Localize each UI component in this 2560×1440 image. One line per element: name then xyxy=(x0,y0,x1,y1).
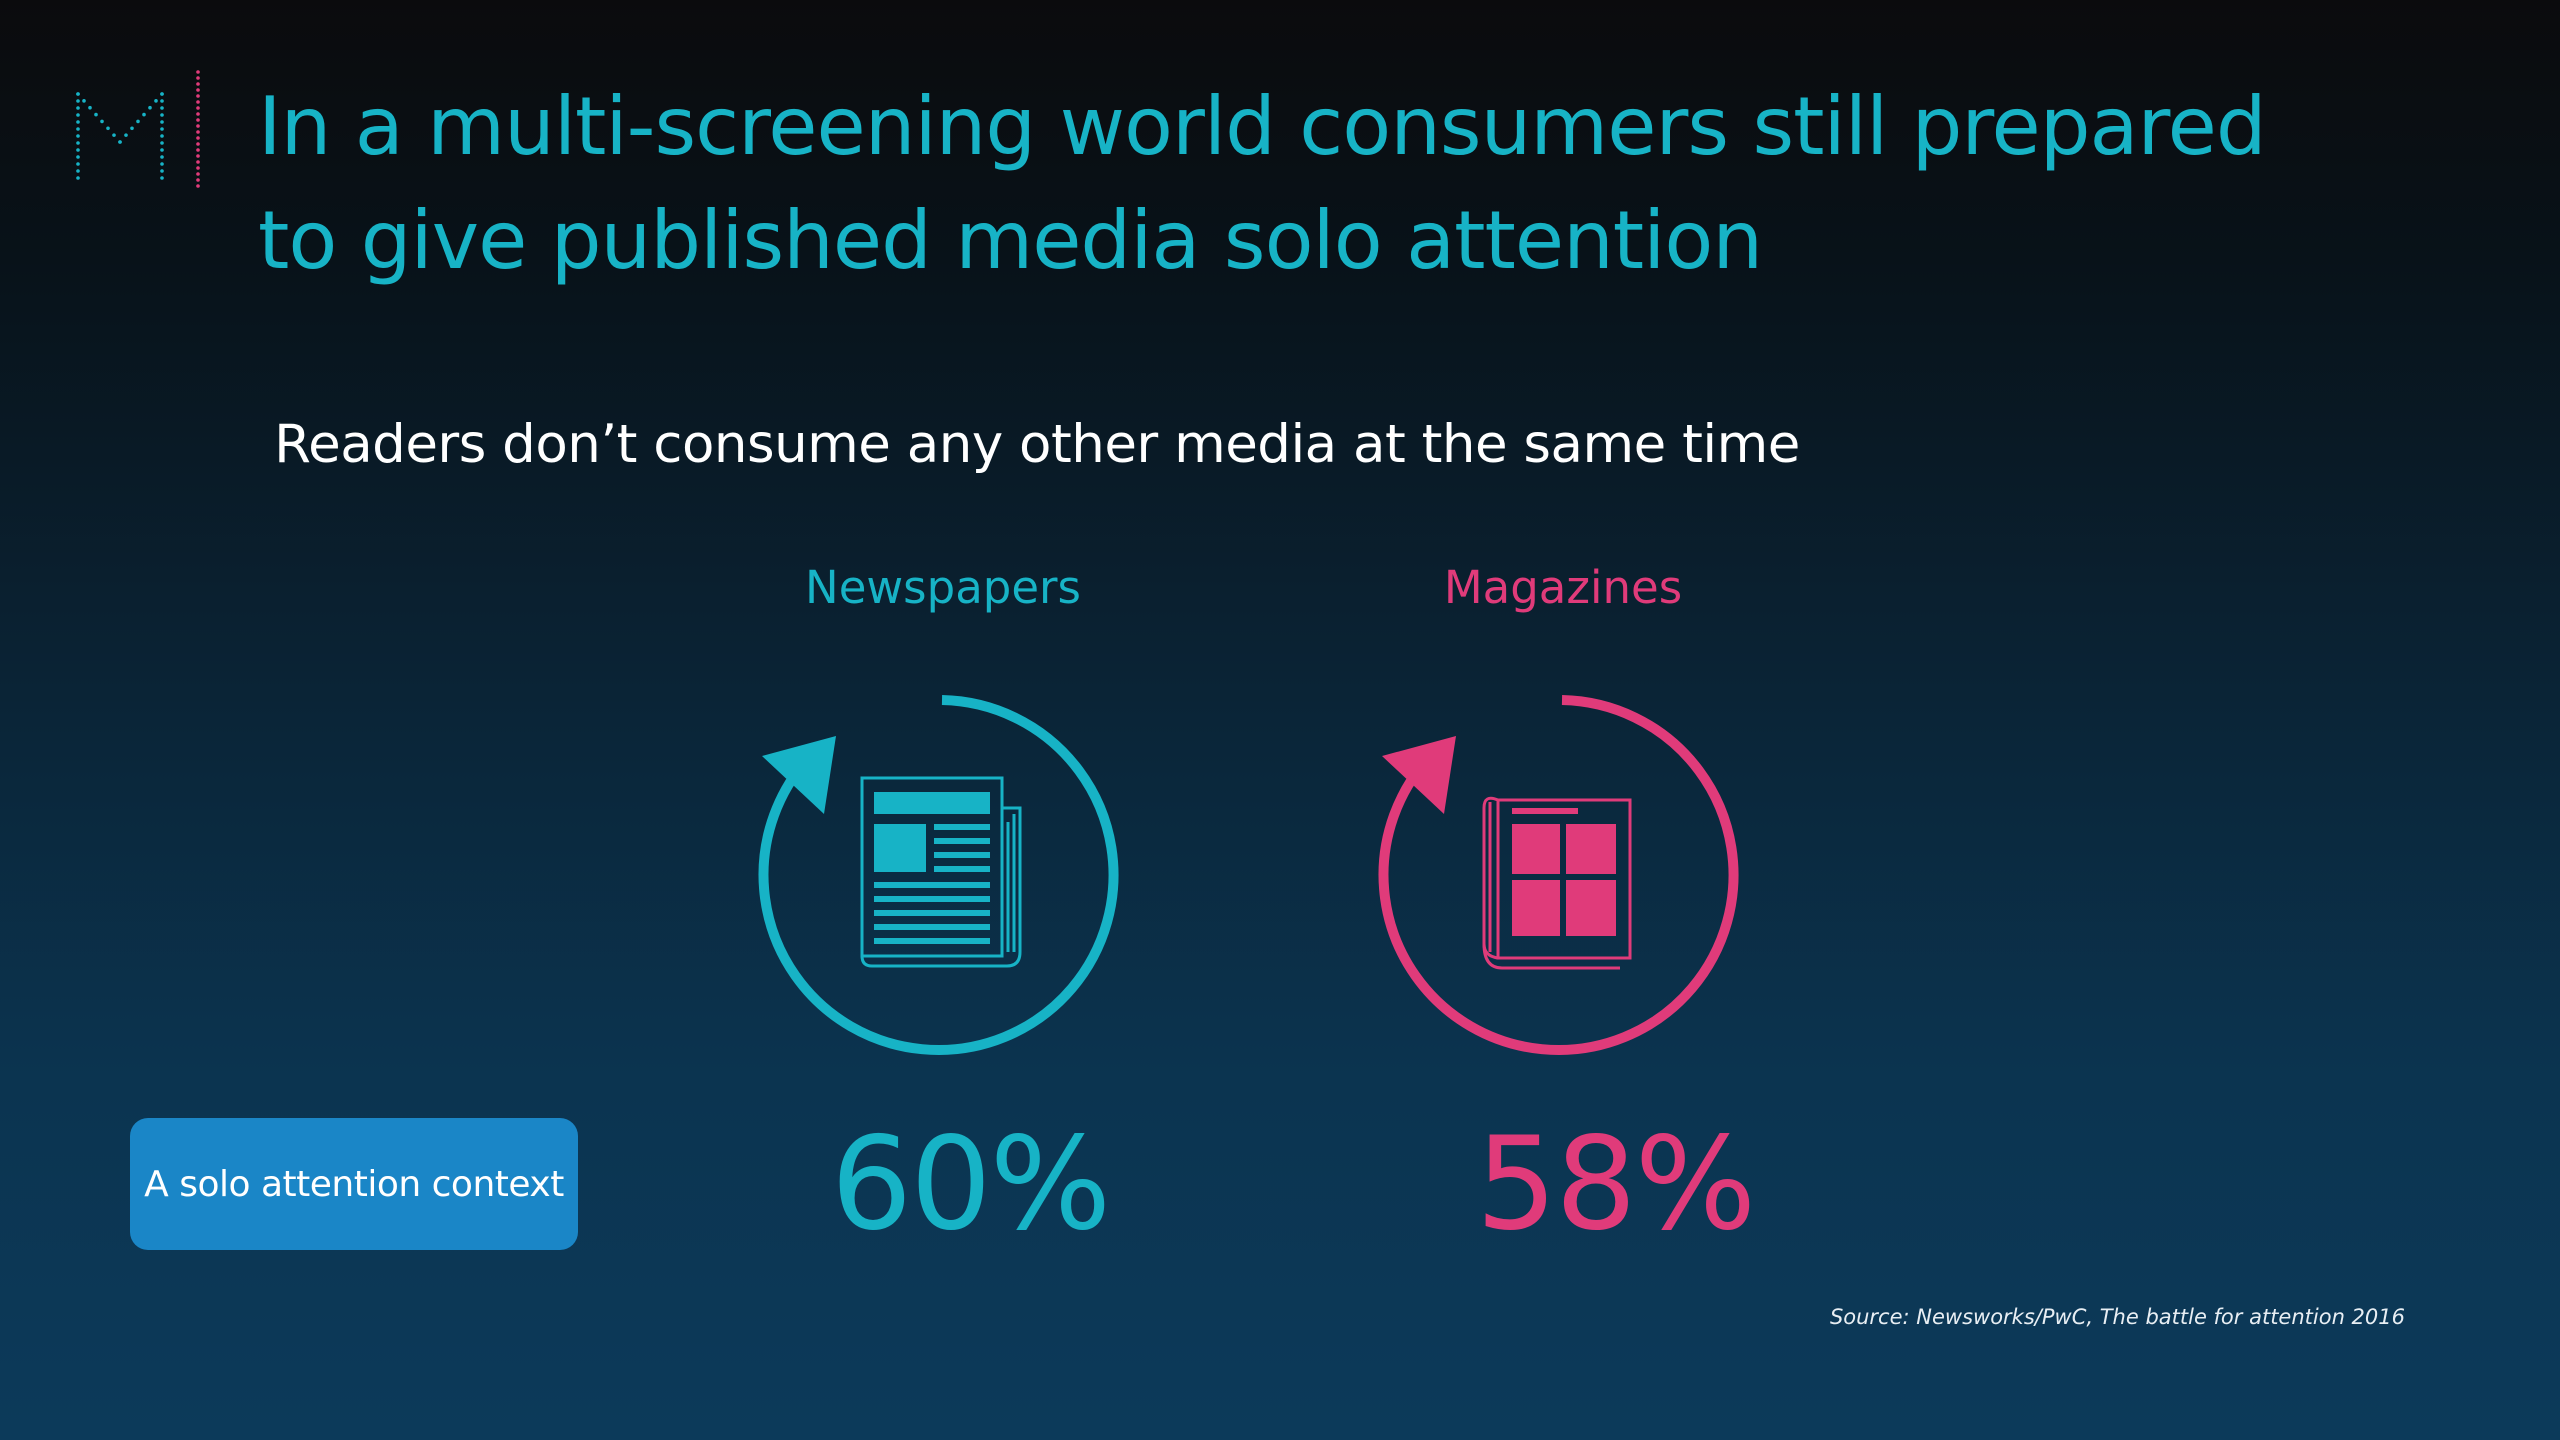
newspaper-ring xyxy=(758,695,1119,1055)
page-title: In a multi-screening world consumers sti… xyxy=(258,70,2408,298)
magazine-content xyxy=(1512,808,1616,936)
solo-attention-context-button[interactable]: A solo attention context xyxy=(130,1118,578,1250)
newspapers-label: Newspapers xyxy=(805,561,1081,614)
refresh-arrow-icon xyxy=(1378,695,1739,1055)
magazine-ring xyxy=(1378,695,1739,1055)
source-citation: Source: Newsworks/PwC, The battle for at… xyxy=(1829,1305,2405,1329)
subtitle: Readers don’t consume any other media at… xyxy=(274,414,1800,475)
magazine-icon xyxy=(1482,796,1632,970)
arrow-head-icon xyxy=(1382,736,1456,814)
newspaper-icon xyxy=(860,776,1022,968)
newspapers-percentage: 60% xyxy=(830,1110,1112,1259)
title-line-2: to give published media solo attention xyxy=(258,194,1763,287)
magazines-percentage: 58% xyxy=(1475,1110,1757,1259)
refresh-arrow-icon xyxy=(758,695,1119,1055)
title-line-1: In a multi-screening world consumers sti… xyxy=(258,80,2267,173)
magazines-label: Magazines xyxy=(1443,561,1683,614)
brand-logo-icon xyxy=(76,70,200,188)
arrow-head-icon xyxy=(762,736,836,814)
newspaper-content xyxy=(874,792,990,944)
